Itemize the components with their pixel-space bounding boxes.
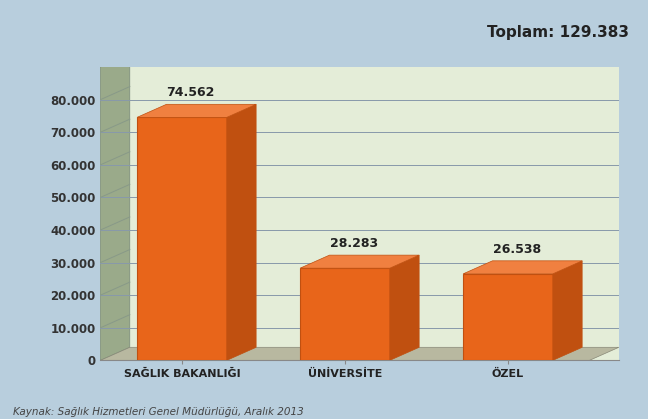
Polygon shape [553, 261, 582, 360]
Polygon shape [227, 104, 256, 360]
Polygon shape [300, 268, 390, 360]
Polygon shape [463, 274, 553, 360]
Polygon shape [100, 347, 619, 360]
Text: Kaynak: Sağlık Hizmetleri Genel Müdürlüğü, Aralık 2013: Kaynak: Sağlık Hizmetleri Genel Müdürlüğ… [13, 407, 304, 417]
Text: 74.562: 74.562 [167, 86, 215, 99]
Polygon shape [137, 104, 256, 117]
Polygon shape [390, 255, 419, 360]
Text: Toplam: 129.383: Toplam: 129.383 [487, 25, 629, 40]
Polygon shape [137, 117, 227, 360]
Text: 26.538: 26.538 [492, 243, 541, 256]
Polygon shape [463, 261, 582, 274]
Polygon shape [100, 54, 130, 360]
Text: 28.283: 28.283 [330, 237, 378, 250]
Polygon shape [300, 255, 419, 268]
